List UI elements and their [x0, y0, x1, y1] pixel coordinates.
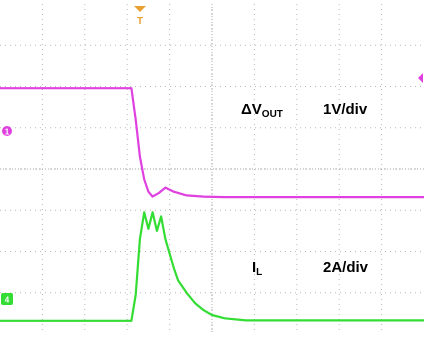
il-scale-label: 2A/div [323, 259, 369, 276]
trigger-marker-text: T [137, 16, 143, 27]
il-label: IL [252, 259, 262, 278]
il-label-main: I [252, 259, 256, 276]
vout-label: ΔVOUT [241, 101, 283, 120]
il-label-sub: L [256, 267, 262, 278]
graticule [0, 4, 424, 334]
channel-1-marker: 1 [2, 126, 12, 137]
trigger-marker: T [134, 6, 146, 27]
right-side-marker [418, 73, 423, 83]
channel-4-marker-text: 4 [5, 296, 10, 305]
channel-4-marker: 4 [1, 293, 13, 305]
channel-1-marker-text: 1 [5, 128, 10, 137]
vout-scale-label: 1V/div [323, 101, 368, 118]
vout-trace [0, 87, 424, 199]
vout-label-main: ΔV [241, 101, 262, 118]
traces [0, 87, 424, 322]
vout-label-sub: OUT [262, 109, 283, 120]
il-trace [0, 211, 424, 322]
